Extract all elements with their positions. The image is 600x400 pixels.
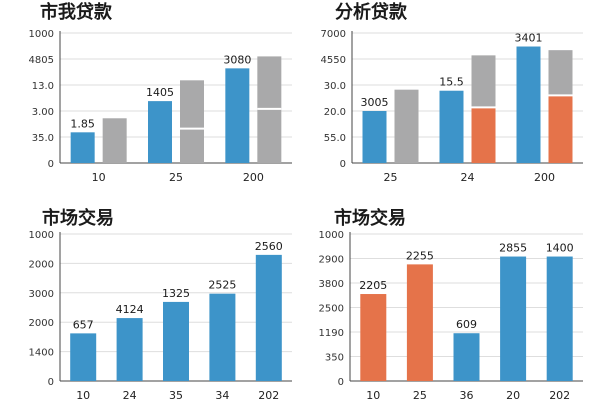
- data-label: 3401: [515, 32, 543, 45]
- y-tick-label: 4550: [321, 55, 346, 66]
- y-tick-label: 3800: [319, 279, 344, 290]
- y-tick-label: 55.0: [324, 133, 346, 144]
- y-tick-label: 7000: [321, 29, 346, 40]
- bar: [163, 301, 189, 381]
- data-label: 2255: [406, 249, 434, 262]
- bar: [255, 254, 282, 381]
- bar: [148, 101, 172, 163]
- data-label: 2205: [359, 279, 387, 292]
- data-label: 657: [73, 318, 94, 331]
- chart-panel-3: 市场交易 0 1400 2000 3000 2000 1000 657 10 4124 24 132…: [0, 200, 300, 400]
- y-tick-label: 0: [48, 159, 54, 170]
- data-label: 1400: [546, 242, 574, 255]
- y-tick-label: 2000: [29, 259, 54, 270]
- y-tick-label: 13.0: [32, 81, 54, 92]
- bar: [116, 318, 143, 381]
- x-tick-label: 200: [534, 171, 555, 184]
- bar: [70, 333, 97, 381]
- y-tick-label: 1000: [319, 230, 344, 241]
- y-tick-label: 4805: [29, 55, 54, 66]
- data-label: 3080: [223, 53, 251, 66]
- x-tick-label: 20: [506, 389, 520, 400]
- x-tick-label: 10: [366, 389, 380, 400]
- chart-title: 分析贷款: [335, 2, 407, 23]
- x-tick-label: 25: [413, 389, 427, 400]
- bar-segment: [471, 107, 496, 163]
- bar: [70, 132, 95, 163]
- bar: [439, 90, 464, 163]
- bar: [360, 294, 387, 381]
- y-tick-label: 0: [48, 377, 54, 388]
- data-label: 2560: [255, 240, 283, 253]
- y-tick-label: 35.0: [32, 133, 54, 144]
- bar: [406, 264, 433, 381]
- data-label: 15.5: [439, 76, 464, 89]
- data-label: 609: [456, 318, 477, 331]
- x-tick-label: 25: [384, 171, 398, 184]
- x-tick-label: 202: [549, 389, 570, 400]
- data-label: 1325: [162, 287, 190, 300]
- x-tick-label: 25: [169, 171, 183, 184]
- chart-panel-1: 市我贷款 0 35.0 3.00 13.0 4805 1000 1.85 10 1405 25 30…: [0, 0, 300, 200]
- chart-title: 市我贷款: [40, 2, 112, 23]
- y-tick-label: 2000: [29, 318, 54, 329]
- y-tick-label: 1190: [319, 328, 344, 339]
- y-tick-label: 20.0: [324, 107, 346, 118]
- bar: [516, 46, 541, 163]
- x-tick-label: 36: [460, 389, 474, 400]
- y-tick-label: 2500: [319, 304, 344, 315]
- bar: [209, 293, 236, 381]
- data-label: 1405: [146, 86, 174, 99]
- chart-svg: 0 350 1190 2500 3800 2900 1000 2205 10 2255 25 609 3…: [319, 230, 583, 400]
- y-tick-label: 1000: [29, 29, 54, 40]
- chart-svg: 0 35.0 3.00 13.0 4805 1000 1.85 10 1405 25 3080 200: [29, 29, 292, 184]
- bar: [394, 89, 419, 163]
- bar: [180, 80, 204, 163]
- bar: [453, 333, 480, 381]
- chart-title: 市场交易: [334, 208, 406, 229]
- y-tick-label: 0: [340, 159, 346, 170]
- chart-svg: 0 1400 2000 3000 2000 1000 657 10 4124 24 1325 35 25…: [29, 230, 292, 400]
- y-tick-label: 3.00: [32, 107, 54, 118]
- x-tick-label: 24: [123, 389, 137, 400]
- data-label: 4124: [116, 303, 144, 316]
- y-tick-label: 30.0: [324, 81, 346, 92]
- y-tick-label: 3000: [29, 289, 54, 300]
- y-tick-label: 350: [325, 353, 344, 364]
- data-label: 1.85: [70, 117, 95, 130]
- chart-panel-4: 市场交易 0 350 1190 2500 3800 2900 1000 2205 10 2255 2…: [300, 200, 600, 400]
- bar-segment: [548, 95, 573, 163]
- y-tick-label: 1400: [29, 348, 54, 359]
- bar: [546, 256, 573, 381]
- data-label: 3005: [361, 96, 389, 109]
- y-tick-label: 0: [338, 377, 344, 388]
- chart-panel-2: 分析贷款 0 55.0 20.0 30.0 4550 7000 3005 25 15.5 24 34…: [300, 0, 600, 200]
- bar: [362, 111, 387, 163]
- x-tick-label: 34: [215, 389, 229, 400]
- x-tick-label: 24: [461, 171, 475, 184]
- data-label: 2855: [499, 242, 527, 255]
- y-tick-label: 1000: [29, 230, 54, 241]
- x-tick-label: 200: [243, 171, 264, 184]
- y-tick-label: 2900: [319, 255, 344, 266]
- bar: [500, 256, 527, 381]
- x-tick-label: 10: [76, 389, 90, 400]
- bar: [225, 68, 250, 163]
- x-tick-label: 202: [258, 389, 279, 400]
- data-label: 2525: [208, 279, 236, 292]
- x-tick-label: 35: [169, 389, 183, 400]
- chart-title: 市场交易: [42, 208, 114, 229]
- x-tick-label: 10: [92, 171, 106, 184]
- bar: [102, 118, 127, 163]
- chart-svg: 0 55.0 20.0 30.0 4550 7000 3005 25 15.5 24 3401 200: [321, 29, 583, 184]
